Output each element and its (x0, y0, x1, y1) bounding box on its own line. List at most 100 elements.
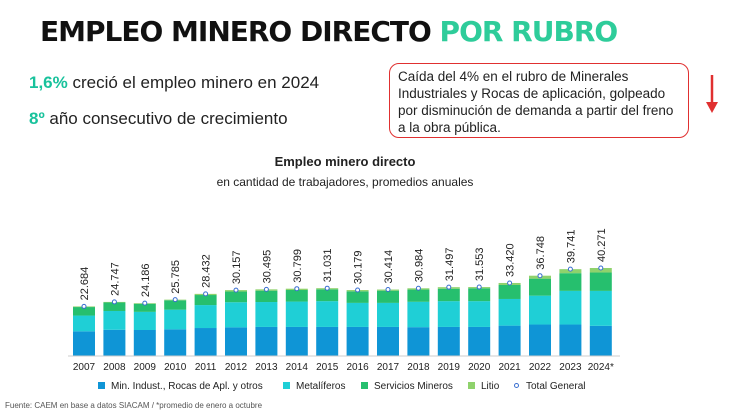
total-label-1: 24.747 (109, 262, 121, 296)
bar-segment-s1-11 (407, 301, 430, 328)
total-marker-7 (294, 286, 300, 292)
x-tick-label-7: 2014 (286, 362, 309, 373)
bar-segment-s2-1 (103, 302, 126, 311)
bar-segment-s2-0 (73, 307, 95, 316)
total-marker-4 (203, 291, 209, 297)
bar-segment-s2-7 (285, 290, 308, 302)
legend-swatch-0 (98, 382, 105, 389)
total-label-9: 30.179 (353, 250, 365, 284)
total-label-10: 30.414 (383, 250, 395, 284)
x-tick-label-15: 2022 (529, 362, 552, 373)
total-label-3: 25.785 (170, 260, 182, 294)
total-label-4: 28.432 (201, 254, 213, 288)
stat-growth-text: creció el empleo minero en 2024 (67, 73, 320, 92)
x-tick-label-6: 2013 (255, 362, 278, 373)
bar-segment-s0-2 (133, 330, 156, 356)
total-marker-0 (81, 303, 87, 309)
x-tick-label-12: 2019 (438, 362, 461, 373)
total-marker-10 (385, 287, 391, 293)
total-marker-6 (263, 286, 269, 292)
bar-segment-s1-14 (498, 298, 521, 326)
legend-label-0: Min. Indust., Rocas de Apl. y otros (111, 381, 263, 392)
bar-segment-s2-4 (194, 295, 217, 306)
bar-segment-s1-13 (468, 301, 491, 327)
bar-segment-s2-17 (589, 272, 612, 291)
legend-label-3: Litio (481, 381, 500, 392)
bar-segment-s2-11 (407, 289, 430, 302)
bar-segment-s2-5 (225, 291, 247, 303)
bar-segment-s2-14 (498, 284, 521, 299)
bar-segment-s2-10 (377, 290, 399, 303)
bar-segment-s2-6 (255, 290, 278, 303)
total-marker-1 (111, 299, 117, 305)
x-tick-label-0: 2007 (73, 362, 96, 373)
bar-segment-s0-13 (468, 326, 491, 356)
chart-subtitle: en cantidad de trabajadores, promedios a… (217, 175, 474, 189)
bar-segment-s1-1 (103, 310, 126, 330)
x-tick-label-9: 2016 (346, 362, 369, 373)
stat-consecutive-text: año consecutivo de crecimiento (44, 109, 288, 128)
legend-label-4: Total General (526, 381, 585, 392)
total-label-6: 30.495 (261, 250, 273, 284)
bar-segment-s0-17 (589, 325, 612, 356)
page-title: EMPLEO MINERO DIRECTO POR RUBRO (40, 14, 619, 50)
bar-segment-s0-11 (407, 327, 430, 356)
legend-swatch-3 (468, 382, 475, 389)
x-tick-label-5: 2012 (225, 362, 248, 373)
x-tick-label-10: 2017 (377, 362, 400, 373)
x-axis-labels: 2007 2008 2009 2010 2011 2012 2013 2014 2015 2016… (73, 362, 614, 373)
bar-segment-s0-6 (255, 326, 278, 356)
chart-legend: Min. Indust., Rocas de Apl. y otros Metal… (98, 381, 585, 392)
title-main: EMPLEO MINERO DIRECTO (40, 15, 432, 48)
total-marker-14 (507, 280, 513, 286)
x-tick-label-16: 2023 (559, 362, 582, 373)
x-tick-label-2: 2009 (134, 362, 157, 373)
bar-segment-s2-13 (468, 288, 491, 302)
chart-bars: 22.684 24.747 24.186 25.785 28.432 30.157 30.4… (73, 228, 612, 356)
total-marker-12 (446, 284, 452, 290)
bar-segment-s1-3 (164, 309, 187, 330)
total-marker-16 (567, 266, 573, 272)
bar-segment-s0-5 (225, 327, 247, 356)
bar-segment-s1-16 (559, 290, 582, 325)
bar-segment-s0-8 (316, 326, 339, 356)
bar-segment-s2-2 (133, 303, 156, 312)
bar-segment-s2-9 (346, 291, 369, 303)
bar-segment-s2-15 (529, 278, 551, 296)
bar-segment-s1-8 (316, 301, 339, 327)
down-arrow-icon (706, 75, 718, 113)
x-tick-label-8: 2015 (316, 362, 339, 373)
bar-segment-s0-4 (194, 328, 217, 356)
bar-segment-s0-9 (346, 326, 369, 356)
total-marker-2 (142, 300, 148, 306)
bar-segment-s0-7 (285, 326, 308, 356)
total-label-17: 40.271 (596, 228, 608, 262)
total-label-16: 39.741 (565, 230, 577, 264)
bar-segment-s2-8 (316, 289, 339, 302)
bar-segment-s1-7 (285, 301, 308, 327)
bar-segment-s2-3 (164, 300, 187, 310)
x-tick-label-13: 2020 (468, 362, 491, 373)
total-label-7: 30.799 (292, 249, 304, 283)
title-accent: POR RUBRO (439, 15, 619, 48)
x-tick-label-1: 2008 (103, 362, 126, 373)
bar-segment-s1-6 (255, 302, 278, 327)
total-label-2: 24.186 (140, 263, 152, 297)
stat-growth-value: 1,6% (29, 73, 68, 92)
x-tick-label-14: 2021 (498, 362, 521, 373)
total-label-5: 30.157 (231, 250, 243, 284)
total-marker-17 (598, 265, 604, 271)
total-label-12: 31.497 (444, 248, 456, 282)
total-label-0: 22.684 (79, 267, 91, 301)
callout-box: Caída del 4% en el rubro de Minerales In… (389, 63, 689, 138)
bar-segment-s1-12 (437, 301, 460, 327)
total-marker-3 (172, 297, 178, 303)
bar-segment-s0-16 (559, 324, 582, 356)
total-label-8: 31.031 (322, 249, 334, 283)
bar-segment-s0-15 (529, 324, 551, 356)
total-marker-9 (355, 287, 361, 293)
bar-segment-s0-12 (437, 326, 460, 356)
x-tick-label-11: 2018 (407, 362, 430, 373)
total-marker-8 (324, 285, 330, 291)
bar-segment-s0-14 (498, 325, 521, 356)
